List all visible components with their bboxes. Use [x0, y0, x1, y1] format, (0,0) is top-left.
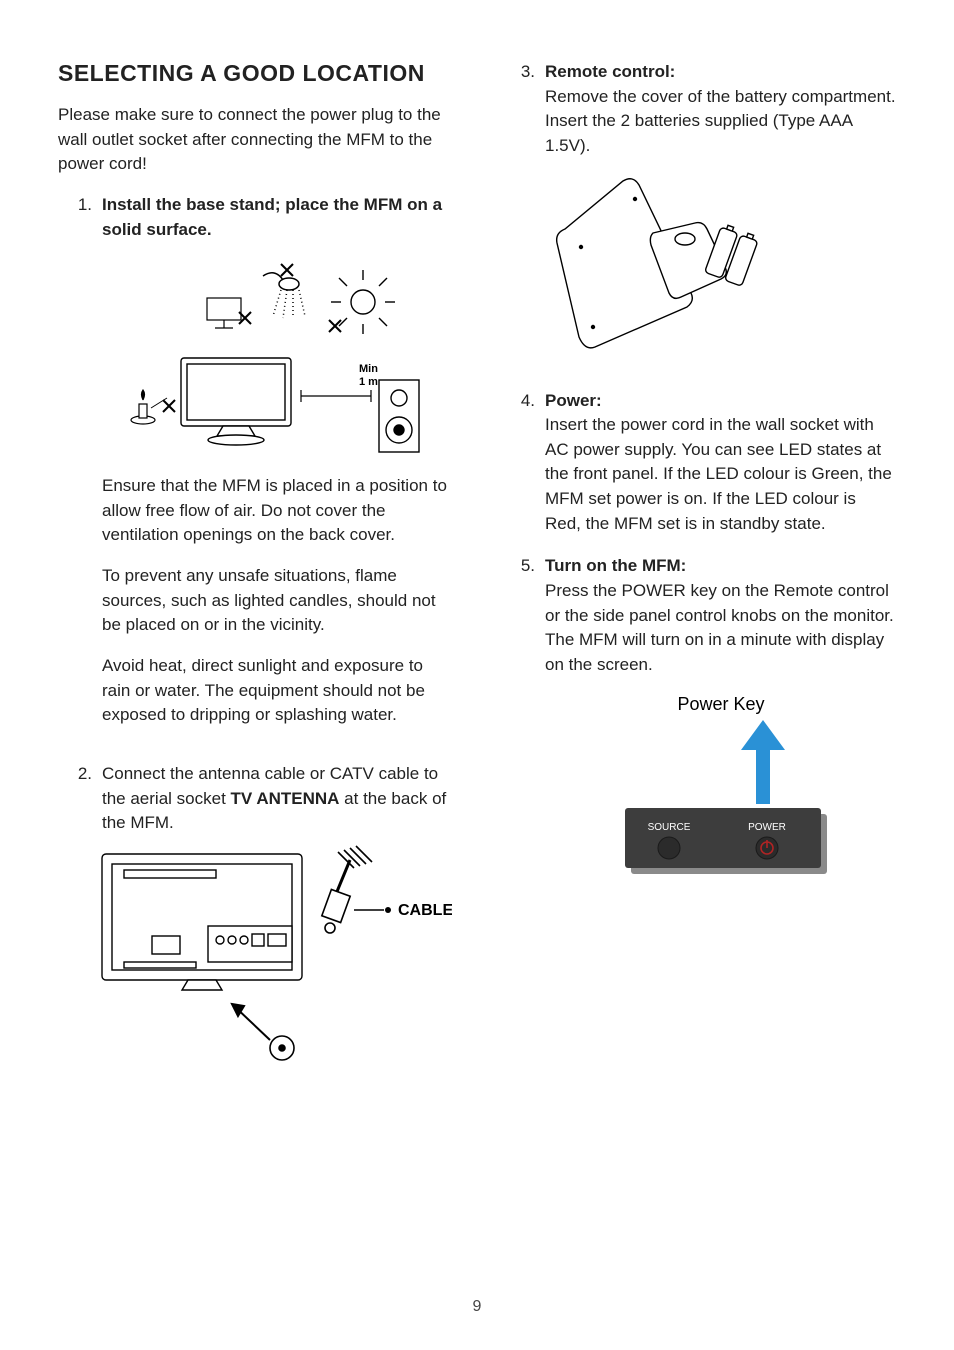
list-number-1: 1.	[58, 193, 92, 744]
arrow-icon	[741, 720, 785, 804]
figure-remote	[545, 167, 896, 357]
min-label-a: Min	[359, 363, 378, 375]
source-label: SOURCE	[647, 822, 690, 833]
list-number-4: 4.	[501, 389, 535, 537]
item3-body: Remove the cover of the battery compartm…	[545, 87, 896, 155]
item5-body: Press the POWER key on the Remote contro…	[545, 581, 894, 674]
power-key-title: Power Key	[677, 694, 764, 714]
item2-text-b: TV ANTENNA	[231, 789, 340, 808]
min-label-b: 1 m	[359, 376, 378, 388]
intro-paragraph: Please make sure to connect the power pl…	[58, 103, 453, 177]
item1-para-1: Ensure that the MFM is placed in a posit…	[102, 474, 453, 548]
power-label: POWER	[748, 822, 786, 833]
figure-placement: Min 1 m	[102, 250, 453, 460]
page-number: 9	[0, 1298, 954, 1316]
item1-para-3: Avoid heat, direct sunlight and exposure…	[102, 654, 453, 728]
figure-power-key: Power Key	[545, 686, 896, 886]
item1-para-2: To prevent any unsafe situations, flame …	[102, 564, 453, 638]
item4-body: Insert the power cord in the wall socket…	[545, 415, 892, 533]
item3-title: Remote control:	[545, 62, 675, 81]
figure-cable: CABLE	[92, 844, 453, 1074]
section-heading: SELECTING A GOOD LOCATION	[58, 60, 453, 87]
cable-label: CABLE	[398, 902, 452, 919]
item4-title: Power:	[545, 391, 602, 410]
item1-title: Install the base stand; place the MFM on…	[102, 195, 442, 239]
list-number-2: 2.	[58, 762, 92, 836]
list-number-3: 3.	[501, 60, 535, 371]
item5-title: Turn on the MFM:	[545, 556, 686, 575]
list-number-5: 5.	[501, 554, 535, 899]
